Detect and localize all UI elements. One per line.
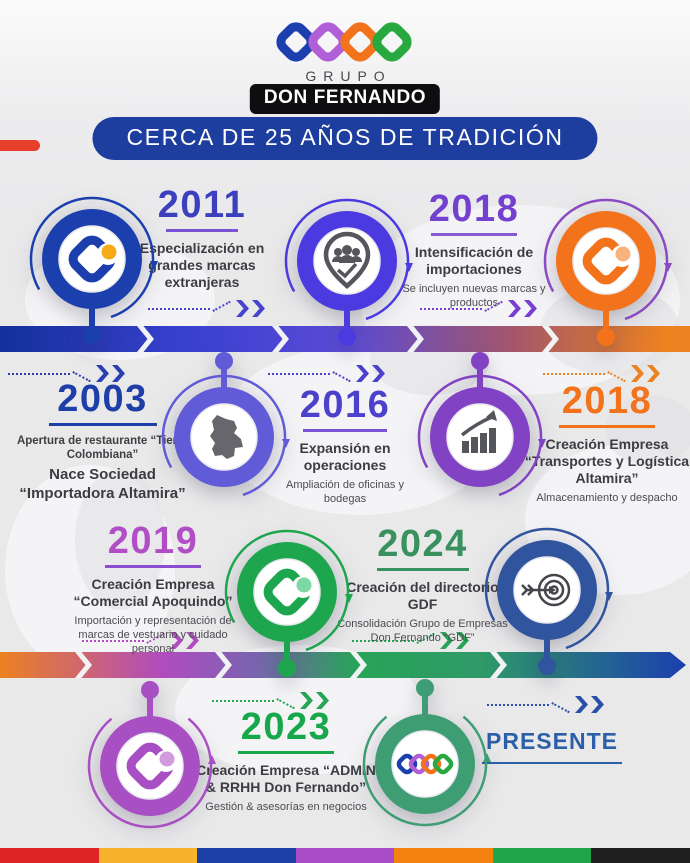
milestone-2016: 2016 Expansión en operaciones Ampliación… — [265, 386, 425, 506]
dotted-arrow — [8, 365, 125, 382]
milestone-node-growth-chart — [410, 337, 550, 512]
milestone-year: 2024 — [377, 523, 468, 565]
gdf-monogram-icon — [126, 742, 177, 790]
dotted-arrow — [352, 632, 469, 649]
milestone-lead: Apertura de restaurante “Tierra Colombia… — [16, 434, 189, 462]
footer-strip-segment — [591, 848, 690, 863]
year-underline — [376, 568, 469, 571]
milestone-node-colombia-map — [154, 337, 294, 512]
red-accent-bar — [0, 140, 40, 151]
gdf-monogram-icon — [68, 235, 119, 283]
dotted-arrow — [268, 365, 385, 382]
milestone-year: 2019 — [107, 520, 199, 562]
milestone-subtitle: Se incluyen nuevas marcas y productos — [402, 282, 546, 309]
milestone-2018-importaciones: 2018 Intensificación de importaciones Se… — [390, 190, 558, 310]
footer-strip-segment — [295, 848, 395, 863]
year-underline — [105, 565, 201, 568]
milestone-node-gdf-monogram — [22, 189, 162, 364]
gdf-chain-logo-icon — [396, 753, 454, 775]
footer-strip-segment — [394, 848, 493, 863]
milestone-title: Expansión en operaciones — [299, 439, 391, 473]
brand-name: DON FERNANDO — [249, 84, 441, 114]
milestone-year: 2003 — [57, 378, 148, 420]
milestone-year: 2023 — [240, 706, 332, 748]
milestone-subtitle: Ampliación de oficinas y bodegas — [285, 478, 404, 505]
dotted-arrow — [420, 300, 537, 317]
milestone-node-gdf-monogram — [217, 522, 357, 697]
footer-strip-segment — [0, 848, 99, 863]
milestone-year: 2018 — [428, 188, 520, 230]
year-underline — [48, 423, 157, 426]
milestone-title: Creación Empresa “Comercial Apoquindo” — [73, 575, 233, 609]
milestone-title: Creación Empresa “ADMIN & RRHH Don Ferna… — [196, 761, 376, 795]
milestone-title: Creación del directorio GDF — [346, 578, 499, 612]
milestone-2011: 2011 Especialización en grandes marcas e… — [126, 186, 278, 291]
year-underline — [166, 229, 238, 232]
milestone-node-team-location-pin — [277, 191, 417, 366]
brand-top-label: GRUPO — [305, 68, 392, 84]
bullseye-target-icon — [521, 573, 571, 607]
gdf-chain-logo-icon — [276, 22, 412, 62]
milestone-subtitle: Gestión & asesorías en negocios — [205, 800, 367, 813]
year-underline — [303, 429, 387, 432]
timeline-bar-bottom — [0, 652, 686, 678]
present-label: PRESENTE — [482, 728, 622, 764]
milestone-year: 2016 — [299, 384, 391, 426]
milestone-subtitle: Importación y representación de marcas d… — [74, 614, 232, 656]
gdf-monogram-icon — [582, 237, 633, 285]
dotted-arrow — [82, 632, 199, 649]
milestone-title: Intensificación de importaciones — [414, 243, 534, 277]
milestone-2018-transportes: 2018 Creación Empresa “Transportes y Log… — [524, 382, 690, 505]
banner-title: CERCA DE 25 AÑOS DE TRADICIÓN — [92, 117, 598, 160]
year-underline — [238, 751, 334, 754]
milestone-2019: 2019 Creación Empresa “Comercial Apoquin… — [58, 522, 248, 657]
gdf-monogram-icon — [263, 568, 314, 616]
milestone-subtitle: Consolidación Grupo de Empresas Don Fern… — [337, 617, 508, 644]
footer-strip-segment — [492, 848, 592, 863]
milestone-year: 2018 — [561, 380, 653, 422]
dotted-arrow — [148, 300, 265, 317]
milestone-node-gdf-monogram — [80, 666, 220, 841]
year-underline — [431, 233, 517, 236]
milestone-2024: 2024 Creación del directorio GDF Consoli… — [335, 525, 510, 645]
dotted-arrow — [487, 696, 604, 713]
milestone-2003: 2003 Apertura de restaurante “Tierra Col… — [10, 380, 195, 503]
dotted-arrow — [212, 692, 329, 709]
milestone-title: Creación Empresa “Transportes y Logístic… — [524, 435, 690, 486]
dotted-arrow — [543, 365, 660, 382]
milestone-title: Especialización en grandes marcas extran… — [139, 239, 265, 290]
year-underline — [559, 425, 655, 428]
milestone-title: Nace Sociedad “Importadora Altamira” — [19, 466, 186, 502]
footer-strip-segment — [197, 848, 296, 863]
colombia-map-icon — [210, 415, 243, 459]
footer-color-strip — [0, 848, 690, 863]
milestone-2023: 2023 Creación Empresa “ADMIN & RRHH Don … — [196, 708, 376, 814]
growth-chart-icon — [460, 410, 497, 453]
milestone-subtitle: Almacenamiento y despacho — [536, 491, 678, 504]
footer-strip-segment — [98, 848, 198, 863]
milestone-node-gdf-monogram — [536, 191, 676, 366]
milestone-year: 2011 — [157, 184, 247, 226]
team-location-pin-icon — [323, 231, 371, 289]
milestone-node-gdf-chain-logo — [355, 664, 495, 839]
milestone-node-bullseye-target — [477, 520, 617, 695]
